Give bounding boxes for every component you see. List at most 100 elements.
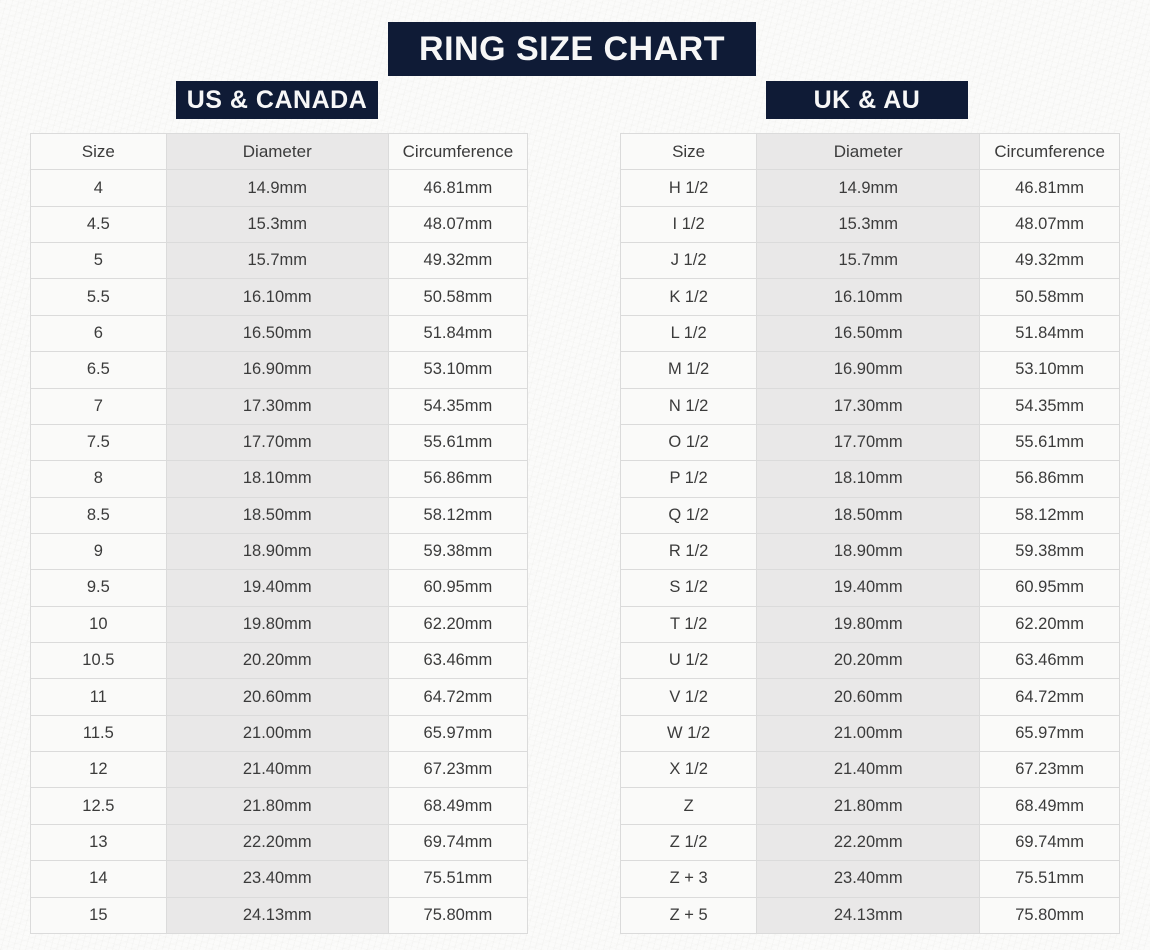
- table-cell: 54.35mm: [387, 387, 529, 425]
- table-cell: 16.50mm: [165, 314, 389, 353]
- table-cell: 16.10mm: [756, 278, 981, 316]
- table-cell: 7.5: [30, 423, 167, 462]
- table-cell: 68.49mm: [979, 787, 1120, 825]
- table-cell: 15.7mm: [756, 242, 981, 280]
- table-cell: 16.10mm: [165, 278, 389, 316]
- table-cell: 53.10mm: [387, 351, 529, 389]
- table-cell: I 1/2: [619, 205, 758, 244]
- table-cell: 58.12mm: [979, 496, 1120, 534]
- table-cell: L 1/2: [619, 314, 758, 353]
- table-cell: 63.46mm: [979, 642, 1120, 680]
- table-cell: 10.5: [30, 642, 167, 680]
- table-cell: H 1/2: [619, 169, 758, 207]
- table-cell: 54.35mm: [979, 387, 1120, 425]
- table-cell: S 1/2: [619, 569, 758, 607]
- table-cell: 16.50mm: [756, 314, 981, 353]
- table-cell: 12: [30, 751, 167, 789]
- table-cell: 18.90mm: [165, 532, 389, 571]
- table-cell: 63.46mm: [387, 642, 529, 680]
- table-row: 7.5 17.70mm 55.61mm: [30, 423, 529, 462]
- table-cell: 50.58mm: [979, 278, 1120, 316]
- table-row: 10.5 20.20mm 63.46mm: [30, 642, 529, 680]
- table-row: N 1/2 17.30mm 54.35mm: [619, 387, 1120, 425]
- table-row: Q 1/2 18.50mm 58.12mm: [619, 496, 1120, 534]
- column-header-circumference: Circumference: [979, 132, 1120, 171]
- table-cell: 15.3mm: [165, 205, 389, 244]
- table-cell: 19.40mm: [165, 569, 389, 607]
- table-cell: 14.9mm: [165, 169, 389, 207]
- table-row: 4 14.9mm 46.81mm: [30, 169, 529, 207]
- table-cell: 69.74mm: [387, 823, 529, 862]
- table-cell: 8: [30, 460, 167, 498]
- table-cell: 4: [30, 169, 167, 207]
- table-row: M 1/2 16.90mm 53.10mm: [619, 351, 1120, 389]
- table-cell: 49.32mm: [979, 242, 1120, 280]
- table-row: Z + 5 24.13mm 75.80mm: [619, 896, 1120, 934]
- table-cell: 19.40mm: [756, 569, 981, 607]
- table-cell: Q 1/2: [619, 496, 758, 534]
- table-cell: 19.80mm: [165, 605, 389, 644]
- table-row: I 1/2 15.3mm 48.07mm: [619, 205, 1120, 244]
- table-cell: 9: [30, 532, 167, 571]
- table-row: P 1/2 18.10mm 56.86mm: [619, 460, 1120, 498]
- table-cell: 18.10mm: [756, 460, 981, 498]
- table-row: Z 1/2 22.20mm 69.74mm: [619, 823, 1120, 862]
- table-cell: 16.90mm: [756, 351, 981, 389]
- table-cell: V 1/2: [619, 678, 758, 716]
- table-row: 12 21.40mm 67.23mm: [30, 751, 529, 789]
- table-cell: 60.95mm: [387, 569, 529, 607]
- table-cell: 17.70mm: [165, 423, 389, 462]
- table-cell: 14.9mm: [756, 169, 981, 207]
- table-cell: 20.20mm: [165, 642, 389, 680]
- table-cell: 20.60mm: [756, 678, 981, 716]
- table-cell: 20.20mm: [756, 642, 981, 680]
- uk-au-size-table-section: Size Diameter Circumference H 1/2 14.9mm 46.8…: [619, 132, 1120, 934]
- table-cell: M 1/2: [619, 351, 758, 389]
- table-cell: 58.12mm: [387, 496, 529, 534]
- table-cell: P 1/2: [619, 460, 758, 498]
- table-cell: 56.86mm: [387, 460, 529, 498]
- table-row: 7 17.30mm 54.35mm: [30, 387, 529, 425]
- table-cell: 15: [30, 896, 167, 934]
- table-row: T 1/2 19.80mm 62.20mm: [619, 605, 1120, 644]
- table-cell: 75.51mm: [979, 860, 1120, 898]
- table-cell: 18.90mm: [756, 532, 981, 571]
- header-row: Size Diameter Circumference: [30, 132, 529, 171]
- table-cell: 11: [30, 678, 167, 716]
- table-cell: 46.81mm: [979, 169, 1120, 207]
- table-cell: 21.00mm: [165, 714, 389, 753]
- table-cell: 55.61mm: [387, 423, 529, 462]
- table-cell: 59.38mm: [387, 532, 529, 571]
- column-header-size: Size: [619, 132, 758, 171]
- table-cell: Z: [619, 787, 758, 825]
- table-cell: T 1/2: [619, 605, 758, 644]
- table-row: Z + 3 23.40mm 75.51mm: [619, 860, 1120, 898]
- table-cell: N 1/2: [619, 387, 758, 425]
- table-cell: 22.20mm: [165, 823, 389, 862]
- table-cell: U 1/2: [619, 642, 758, 680]
- table-cell: 65.97mm: [979, 714, 1120, 753]
- table-cell: 6: [30, 314, 167, 353]
- table-cell: 18.50mm: [756, 496, 981, 534]
- table-cell: 24.13mm: [165, 896, 389, 934]
- uk-au-size-table: Size Diameter Circumference H 1/2 14.9mm 46.8…: [619, 132, 1120, 934]
- table-cell: 50.58mm: [387, 278, 529, 316]
- table-cell: 17.30mm: [165, 387, 389, 425]
- table-cell: 51.84mm: [979, 314, 1120, 353]
- table-cell: R 1/2: [619, 532, 758, 571]
- table-cell: 48.07mm: [387, 205, 529, 244]
- table-cell: 17.30mm: [756, 387, 981, 425]
- table-cell: 8.5: [30, 496, 167, 534]
- table-row: 9 18.90mm 59.38mm: [30, 532, 529, 571]
- table-row: U 1/2 20.20mm 63.46mm: [619, 642, 1120, 680]
- table-cell: 55.61mm: [979, 423, 1120, 462]
- table-cell: J 1/2: [619, 242, 758, 280]
- column-header-diameter: Diameter: [756, 132, 981, 171]
- table-cell: 67.23mm: [387, 751, 529, 789]
- table-cell: 22.20mm: [756, 823, 981, 862]
- table-cell: 12.5: [30, 787, 167, 825]
- table-cell: 24.13mm: [756, 896, 981, 934]
- table-cell: 19.80mm: [756, 605, 981, 644]
- table-cell: 14: [30, 860, 167, 898]
